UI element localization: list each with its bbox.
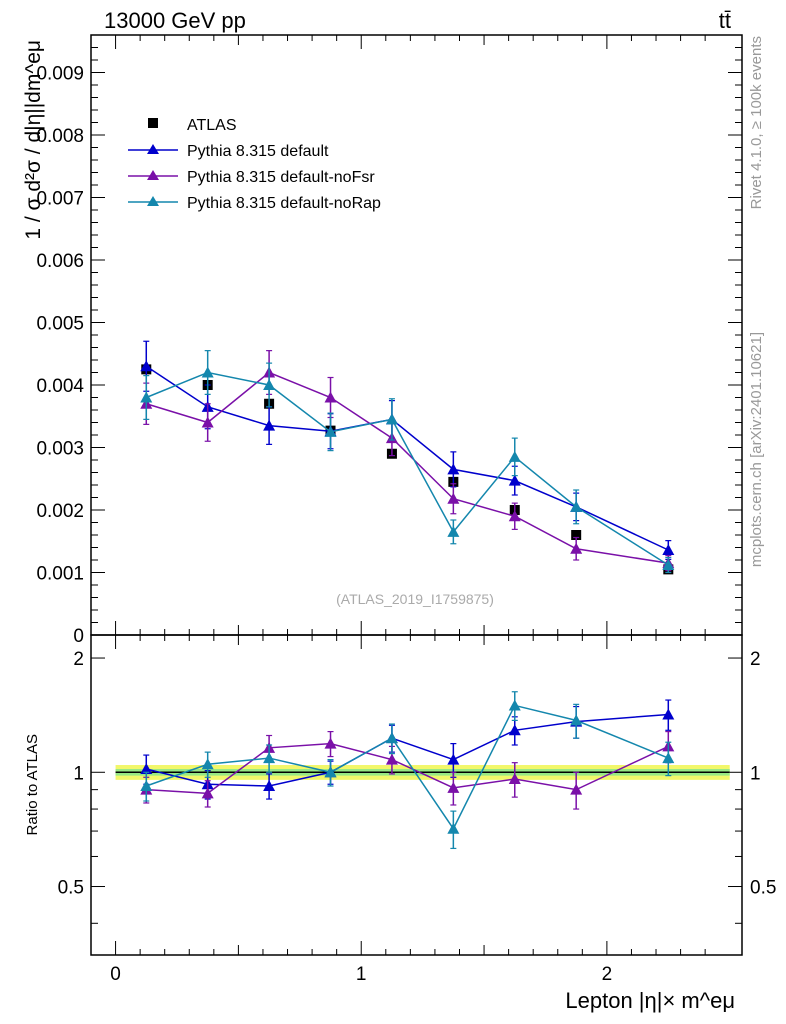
main-pythia-8-315-default-norap-point (140, 391, 153, 403)
main-pythia-8-315-default-norap-point (662, 559, 675, 570)
main-pythia-8-315-default-norap-point (570, 500, 583, 512)
legend-marker-atlas (148, 118, 158, 128)
x-tick-label: 1 (356, 964, 367, 985)
main-pythia-8-315-default-nofsr-point (447, 492, 460, 504)
main-pythia-8-315-default-nofsr-line (146, 371, 669, 564)
energy-label: 13000 GeV pp (104, 8, 246, 33)
main-pythia-8-315-default-norap-point (447, 525, 460, 537)
ratio-pythia-8-315-default-norap-point (385, 732, 398, 744)
legend-label-default: Pythia 8.315 default (187, 143, 329, 160)
main-pythia-8-315-default-point (263, 419, 276, 431)
ratio-pythia-8-315-default-point (140, 763, 153, 775)
ratio-ylabel: Ratio to ATLAS (24, 734, 41, 835)
ratio-pythia-8-315-default-nofsr-point (570, 783, 583, 795)
main-pythia-8-315-default-point (662, 544, 675, 555)
main-atlas-series (141, 364, 674, 575)
ratio-pythia-8-315-default-nofsr-point (324, 737, 337, 749)
ratio-pythia-8-315-default-nofsr-point (447, 781, 460, 793)
ratio-pythia-8-315-default-point (263, 780, 276, 792)
watermark: (ATLAS_2019_I1759875) (336, 591, 494, 607)
ratio-pythia-8-315-default-nofsr-point (385, 753, 398, 765)
ratio-pythia-8-315-default-norap-point (508, 699, 521, 711)
legend-entry-atlas: ATLAS (148, 117, 237, 134)
ratio-pythia-8-315-default-norap-point (447, 822, 460, 834)
y-tick-label: 0 (73, 626, 84, 647)
legend-entry-nofsr: Pythia 8.315 default-noFsr (128, 169, 375, 186)
y-tick-label: 0.005 (36, 314, 84, 335)
ratio-y-tick-label-right: 1 (750, 763, 761, 784)
main-pythia-8-315-default-norap-series (140, 350, 675, 574)
main-pythia-8-315-default-norap-point (385, 413, 398, 425)
ratio-y-tick-label-right: 0.5 (750, 878, 776, 899)
legend: ATLAS Pythia 8.315 default Pythia 8.315 … (128, 117, 381, 212)
ratio-y-tick-label: 2 (73, 649, 84, 670)
y-tick-label: 0.003 (36, 439, 84, 460)
main-pythia-8-315-default-point (508, 474, 521, 486)
main-pythia-8-315-default-norap-point (201, 366, 214, 378)
legend-marker-default (147, 144, 159, 154)
legend-entry-default: Pythia 8.315 default (128, 143, 329, 160)
ratio-pythia-8-315-default-nofsr-point (201, 787, 214, 799)
y-tick-label: 0.001 (36, 564, 84, 585)
y-tick-label: 0.007 (36, 189, 84, 210)
legend-label-nofsr: Pythia 8.315 default-noFsr (187, 169, 375, 186)
ratio-y-tick-label: 0.5 (58, 878, 84, 899)
process-label: tt̄ (719, 8, 731, 33)
ratio-pythia-8-315-default-norap-point (140, 780, 153, 792)
ratio-pythia-8-315-default-norap-point (662, 752, 675, 764)
mcplots-label: mcplots.cern.ch [arXiv:2401.10621] (748, 332, 765, 567)
ratio-pythia-8-315-default-nofsr-point (508, 773, 521, 785)
legend-label-atlas: ATLAS (187, 117, 237, 134)
main-pythia-8-315-default-nofsr-point (570, 542, 583, 554)
y-tick-label: 0.009 (36, 64, 84, 85)
ratio-pythia-8-315-default-point (508, 724, 521, 736)
main-pythia-8-315-default-series (140, 340, 675, 560)
ratio-pythia-8-315-default-norap-series (140, 691, 675, 850)
main-pythia-8-315-default-nofsr-series (140, 350, 675, 572)
main-atlas-point (571, 530, 582, 540)
ratio-pythia-8-315-default-norap-point (201, 758, 214, 770)
main-pythia-8-315-default-nofsr-point (201, 416, 214, 428)
main-pythia-8-315-default-point (140, 360, 153, 372)
y-tick-label: 0.002 (36, 501, 84, 522)
ratio-y-tick-label: 1 (73, 763, 84, 784)
rivet-label: Rivet 4.1.0, ≥ 100k events (748, 36, 765, 209)
legend-marker-norap (147, 196, 159, 206)
ratio-pythia-8-315-default-point (447, 753, 460, 765)
ratio-pythia-8-315-default-point (662, 708, 675, 720)
main-pythia-8-315-default-nofsr-point (508, 510, 521, 522)
ratio-xlabel: Lepton |η|× m^eμ (565, 988, 735, 1013)
ratio-y-tick-label-right: 2 (750, 649, 761, 670)
y-tick-label: 0.008 (36, 126, 84, 147)
main-pythia-8-315-default-norap-point (508, 450, 521, 462)
main-ylabel: 1 / σ d²σ / d|η||dm^eμ (22, 40, 45, 240)
legend-label-norap: Pythia 8.315 default-noRap (187, 195, 381, 212)
x-tick-label: 0 (110, 964, 121, 985)
legend-entry-norap: Pythia 8.315 default-noRap (128, 195, 381, 212)
x-tick-label: 2 (602, 964, 613, 985)
ratio-pythia-8-315-default-norap-point (570, 714, 583, 726)
legend-marker-nofsr (147, 170, 159, 180)
y-tick-label: 0.004 (36, 376, 84, 397)
main-pythia-8-315-default-nofsr-point (324, 391, 337, 403)
y-tick-label: 0.006 (36, 251, 84, 272)
ratio-pythia-8-315-default-norap-point (324, 766, 337, 778)
main-pythia-8-315-default-norap-point (324, 425, 337, 437)
ratio-panel-frame (90, 634, 743, 956)
main-pythia-8-315-default-norap-line (145, 371, 669, 566)
main-pythia-8-315-default-point (447, 463, 460, 475)
main-pythia-8-315-default-line (145, 365, 669, 551)
ratio-pythia-8-315-default-norap-point (263, 752, 276, 764)
main-pythia-8-315-default-norap-point (263, 379, 276, 390)
